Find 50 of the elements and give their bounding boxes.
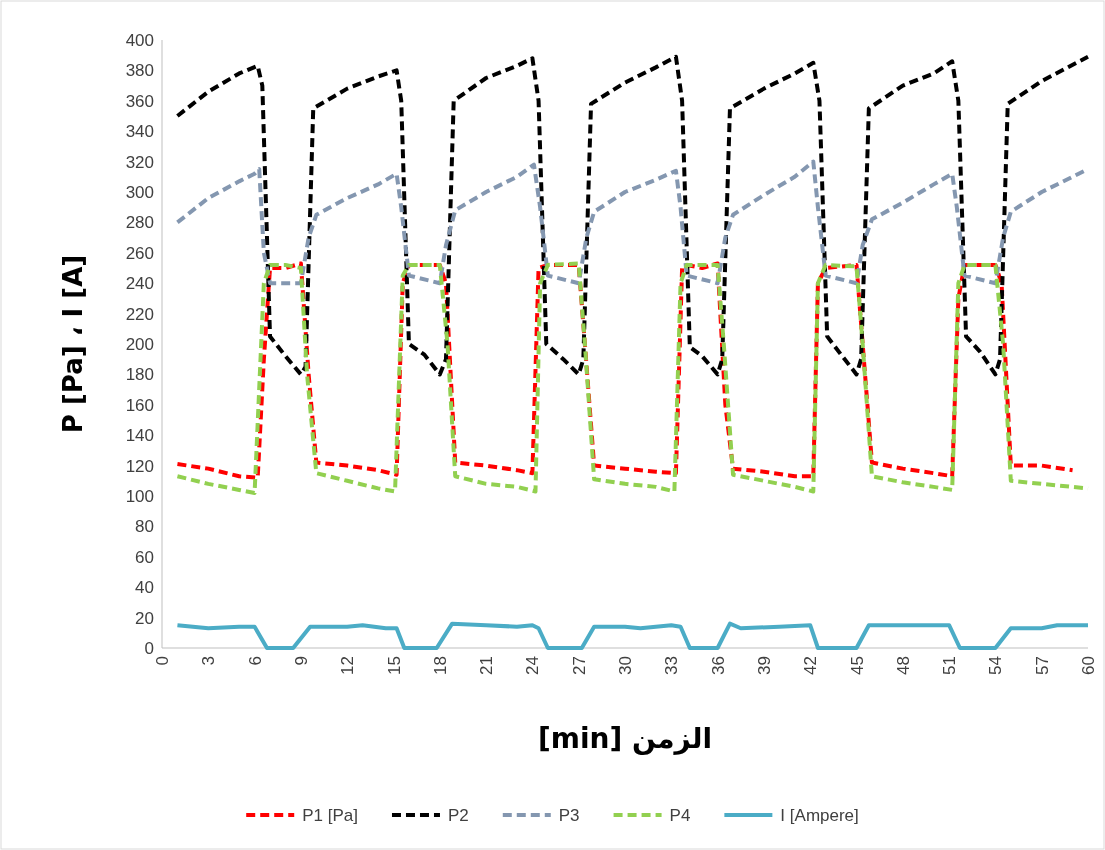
x-tick-label: 57 <box>1032 656 1052 675</box>
x-tick-label: 27 <box>569 656 589 675</box>
y-tick-label: 60 <box>135 547 154 567</box>
x-tick-label: 60 <box>1079 656 1098 675</box>
y-tick-label: 180 <box>125 365 154 385</box>
legend-label: P4 <box>669 806 691 825</box>
x-tick-label: 36 <box>708 656 728 675</box>
y-tick-label: 280 <box>125 213 154 233</box>
x-tick-label: 0 <box>153 656 172 666</box>
x-tick-label: 9 <box>291 656 311 666</box>
x-tick-label: 12 <box>338 656 358 675</box>
legend-label: P1 [Pa] <box>302 806 358 825</box>
line-series <box>175 621 1090 650</box>
legend-label: I [Ampere] <box>780 806 859 825</box>
x-tick-label: 39 <box>754 656 774 675</box>
y-tick-label: 340 <box>125 122 154 142</box>
y-tick-label: 400 <box>125 31 154 50</box>
y-axis-title: P [Pa] ، I [A] <box>58 254 88 434</box>
x-tick-label: 21 <box>477 656 497 675</box>
y-tick-label: 240 <box>125 274 154 294</box>
y-tick-label: 260 <box>125 243 154 263</box>
y-tick-label: 320 <box>125 152 154 172</box>
y-tick-label: 20 <box>135 608 154 628</box>
x-tick-label: 48 <box>893 656 913 675</box>
y-tick-label: 200 <box>125 335 154 354</box>
x-tick-label: 18 <box>430 656 450 675</box>
x-tick-label: 33 <box>662 656 682 675</box>
line-series <box>175 54 1090 377</box>
x-axis-title: الزمن [min] <box>537 722 713 755</box>
y-tick-label: 380 <box>125 61 154 81</box>
y-tick-label: 120 <box>125 456 154 476</box>
y-tick-label: 100 <box>125 487 154 506</box>
x-tick-label: 30 <box>616 656 635 675</box>
x-tick-label: 24 <box>523 656 543 675</box>
legend-label: P3 <box>558 806 580 825</box>
legend-label: P2 <box>447 806 469 825</box>
y-tick-label: 40 <box>135 578 154 598</box>
y-tick-label: 80 <box>135 517 154 537</box>
x-tick-label: 54 <box>986 656 1006 675</box>
x-tick-label: 42 <box>801 656 821 675</box>
x-tick-label: 6 <box>245 656 265 666</box>
y-tick-label: 160 <box>125 395 154 415</box>
y-tick-label: 300 <box>125 183 154 202</box>
x-tick-label: 45 <box>847 656 867 675</box>
y-tick-label: 360 <box>125 91 154 111</box>
y-tick-label: 140 <box>125 426 154 446</box>
x-tick-label: 3 <box>199 656 219 666</box>
x-tick-label: 51 <box>940 656 960 675</box>
y-tick-label: 220 <box>125 304 154 324</box>
x-tick-label: 15 <box>384 656 404 675</box>
